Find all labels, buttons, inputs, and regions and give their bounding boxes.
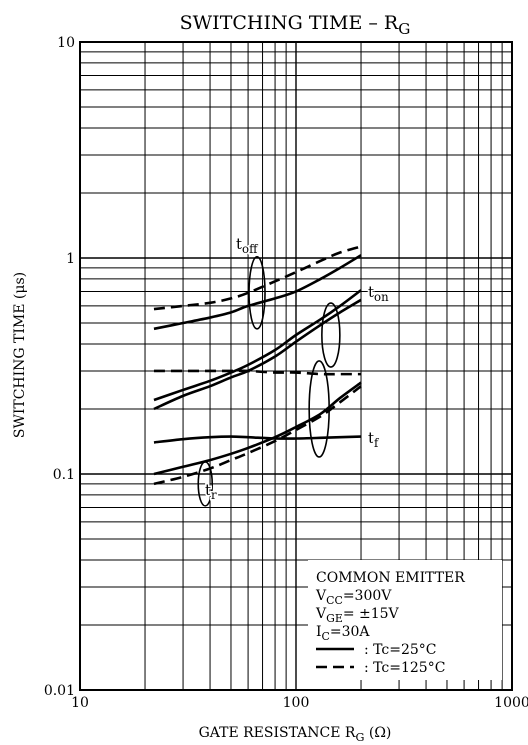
y-tick-label: 0.1 [53,467,75,483]
ellipse-toff [248,256,266,330]
x-tick-label: 100 [283,695,310,711]
legend-entry-label: : Tc=25°C [364,642,437,658]
series-tf-25c [153,435,362,444]
legend-line: VCC=300V [315,588,392,607]
x-tick-label: 1000 [494,695,528,711]
x-tick-label: 10 [71,695,89,711]
legend-box [308,560,502,680]
series-tf-125c [153,369,362,376]
ellipse-ton [321,302,341,368]
series-toff-125c [153,245,362,311]
curve-group-ellipses [197,256,341,507]
series-toff-25c [153,254,362,331]
y-tick-label: 1 [66,251,75,267]
ellipse-tr [197,461,214,507]
y-tick-label: 10 [57,35,75,51]
y-axis-label: SWITCHING TIME (μs) [12,272,28,438]
label-tf: tf [368,429,380,450]
chart-title: SWITCHING TIME – RG [180,12,411,38]
series-tr-125c [153,385,362,486]
y-tick-label: 0.01 [44,683,75,699]
label-toff: toff [236,235,258,256]
ellipse-tf [308,360,330,458]
plot-curves [153,245,362,486]
plot-frame [79,41,513,691]
label-ton: ton [368,283,389,304]
legend-entry-label: : Tc=125°C [364,660,445,676]
tick-labels: 10 100 1000 0.01 0.1 1 10 [44,35,528,711]
series-ton-25c [153,289,362,402]
series-ton-25c [153,298,362,411]
label-tr: tr [205,481,217,502]
legend-line: IC=30A [316,624,370,643]
legend-line: COMMON EMITTER [316,570,465,586]
series-tr-25c [153,381,362,476]
legend-line: VGE= ±15V [315,606,400,625]
annotations: toff ton tf tr [204,234,391,504]
x-axis-label: GATE RESISTANCE RG (Ω) [199,725,392,744]
